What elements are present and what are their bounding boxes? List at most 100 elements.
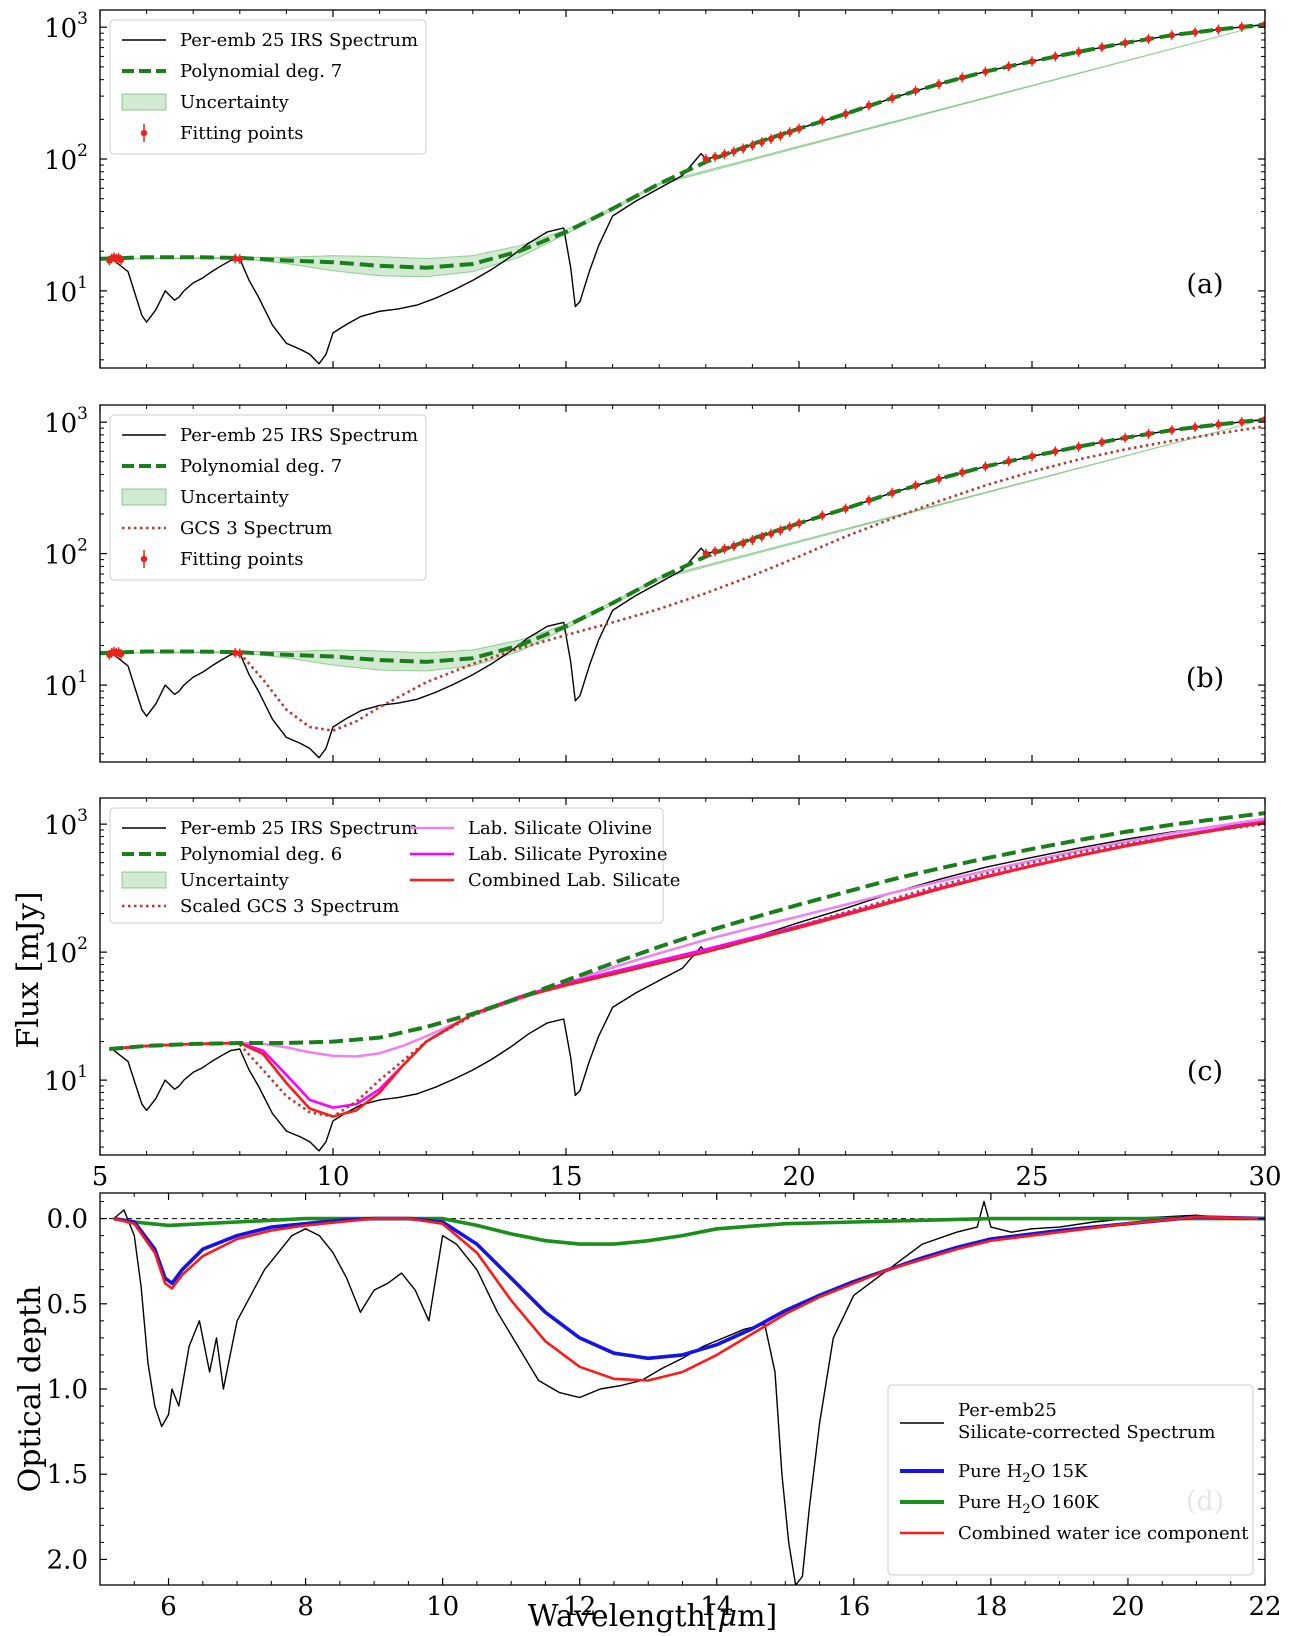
legend-swatch xyxy=(140,555,148,563)
series-uncertainty-band xyxy=(100,418,1265,672)
fitting-point xyxy=(739,539,747,547)
legend-entry-combined-water-ice-component: Combined water ice component xyxy=(958,1523,1249,1544)
fitting-point xyxy=(1028,453,1036,460)
series-pure-h2o-15k-line xyxy=(113,1215,1265,1361)
fitting-point xyxy=(767,135,775,143)
legend-entry-lab-silicate-olivine: Lab. Silicate Olivine xyxy=(468,818,652,839)
fitting-point xyxy=(730,542,737,550)
fitting-point xyxy=(1098,43,1106,51)
legend-entry-silicate-corrected: Per-emb25 Silicate-corrected Spectrum xyxy=(958,1400,1215,1443)
legend-c: Per-emb 25 IRS Spectrum Polynomial deg. 6… xyxy=(109,807,680,924)
y-tick-label: 0.5 xyxy=(47,1290,88,1320)
fitting-point xyxy=(1145,430,1152,438)
fitting-point xyxy=(912,87,919,94)
fitting-point xyxy=(1028,58,1036,65)
fitting-point xyxy=(795,125,803,132)
x-tick-label: 16 xyxy=(837,1592,870,1622)
fitting-point xyxy=(702,550,709,557)
series-scaled-gcs-3-spectrum-line xyxy=(238,822,1265,1118)
plot-frame-a xyxy=(99,9,1266,369)
legend-a: Per-emb 25 IRS Spectrum Polynomial deg. 7… xyxy=(109,19,427,155)
y-tick-label: 103 xyxy=(44,806,88,841)
plot-area-b xyxy=(100,414,1265,759)
plot-area-c xyxy=(109,811,1265,1152)
fitting-point xyxy=(730,148,737,155)
fitting-point xyxy=(842,110,849,118)
legend-entry-pure-h2o-160k: Pure H2O 160K xyxy=(958,1492,1100,1517)
plot-frame-b xyxy=(99,404,1266,763)
x-tick-label: 15 xyxy=(549,1162,582,1192)
legend-entry-lab-silicate-pyroxine: Lab. Silicate Pyroxine xyxy=(468,844,668,865)
x-tick-label: 6 xyxy=(160,1592,177,1622)
legend-frame xyxy=(109,807,664,924)
x-tick-label: 5 xyxy=(92,1162,109,1192)
legend-entry-scaled-gcs-3-spectrum: Scaled GCS 3 Spectrum xyxy=(180,896,399,917)
legend-entry-combined-lab-silicate: Combined Lab. Silicate xyxy=(468,870,680,891)
legend-entry-per-emb-25-irs-spectrum: Per-emb 25 IRS Spectrum xyxy=(180,425,418,446)
y-tick-label: 101 xyxy=(44,667,88,702)
series-fitting-points xyxy=(106,414,1265,660)
series-combined-water-ice-component-line xyxy=(113,1215,1265,1382)
legend-frame xyxy=(887,1384,1254,1576)
x-tick-label: 10 xyxy=(426,1592,459,1622)
series-uncertainty-band xyxy=(100,23,1265,278)
series-per-emb25-silicate-corrected-spectrum-line xyxy=(113,1200,1265,1585)
y-tick-label: 102 xyxy=(44,536,88,571)
y-tick-label: 103 xyxy=(44,9,88,44)
fitting-point xyxy=(1098,438,1106,446)
fitting-point xyxy=(1191,29,1199,36)
x-tick-label: 25 xyxy=(1015,1162,1048,1192)
x-tick-label: 20 xyxy=(782,1162,815,1192)
series-polynomial-deg-7-line xyxy=(100,417,1265,664)
legend-entry-per-emb-25-irs-spectrum: Per-emb 25 IRS Spectrum xyxy=(180,30,418,51)
fitting-point xyxy=(711,153,719,160)
panel-d: 68101214161820220.00.51.01.52.0(d)Optica… xyxy=(13,1192,1282,1634)
fitting-point xyxy=(236,650,243,657)
y-tick-label: 0.0 xyxy=(47,1205,88,1235)
fitting-point xyxy=(865,102,873,109)
series-polynomial-deg-6-line xyxy=(109,811,1265,1051)
x-tick-label: 22 xyxy=(1248,1592,1281,1622)
fitting-point xyxy=(749,536,756,544)
fitting-point xyxy=(982,68,989,75)
fitting-point xyxy=(865,496,873,504)
series-lab-silicate-olivine-line xyxy=(109,817,1265,1058)
fitting-point xyxy=(721,545,728,552)
fitting-point xyxy=(1168,31,1176,39)
x-tick-label: 18 xyxy=(974,1592,1007,1622)
legend-entry-uncertainty: Uncertainty xyxy=(180,870,290,891)
y-tick-label: 1.5 xyxy=(47,1460,88,1490)
fitting-point xyxy=(819,512,826,519)
panel-b: 101 102 103 (b) Per-emb 25 IRS Spectrum Polyn… xyxy=(44,404,1266,763)
fitting-point xyxy=(1052,448,1059,455)
fitting-point xyxy=(1238,23,1245,31)
fitting-point xyxy=(786,128,793,136)
fitting-point xyxy=(777,527,784,534)
y-tick-label: 102 xyxy=(44,934,88,969)
fitting-point xyxy=(1261,416,1265,423)
legend-entry-fitting-points: Fitting points xyxy=(180,123,304,144)
fitting-point xyxy=(711,548,719,555)
x-tick-label: 30 xyxy=(1248,1162,1281,1192)
fitting-point xyxy=(749,142,756,149)
fitting-point xyxy=(758,139,765,146)
fitting-point xyxy=(236,255,243,263)
legend-entry-pure-h2o-15k: Pure H2O 15K xyxy=(958,1461,1088,1486)
plot-area-a xyxy=(100,19,1265,365)
fitting-point xyxy=(1122,39,1129,47)
x-tick-label: 20 xyxy=(1111,1592,1144,1622)
fitting-point xyxy=(889,489,896,497)
y-tick-label: 1.0 xyxy=(47,1375,88,1405)
legend-entry-polynomial-deg-7: Polynomial deg. 7 xyxy=(180,456,342,477)
fitting-point xyxy=(1215,26,1222,33)
legend-entry-gcs-3-spectrum: GCS 3 Spectrum xyxy=(180,518,332,539)
fitting-point xyxy=(889,94,896,102)
fitting-point xyxy=(767,530,775,537)
series-per-emb-25-irs-spectrum-line xyxy=(113,820,1265,1152)
fitting-point xyxy=(721,150,728,158)
series-pure-h2o-160k-line xyxy=(113,1216,1265,1246)
fitting-point xyxy=(982,463,989,470)
fitting-point xyxy=(739,145,747,152)
fitting-point xyxy=(935,80,942,88)
